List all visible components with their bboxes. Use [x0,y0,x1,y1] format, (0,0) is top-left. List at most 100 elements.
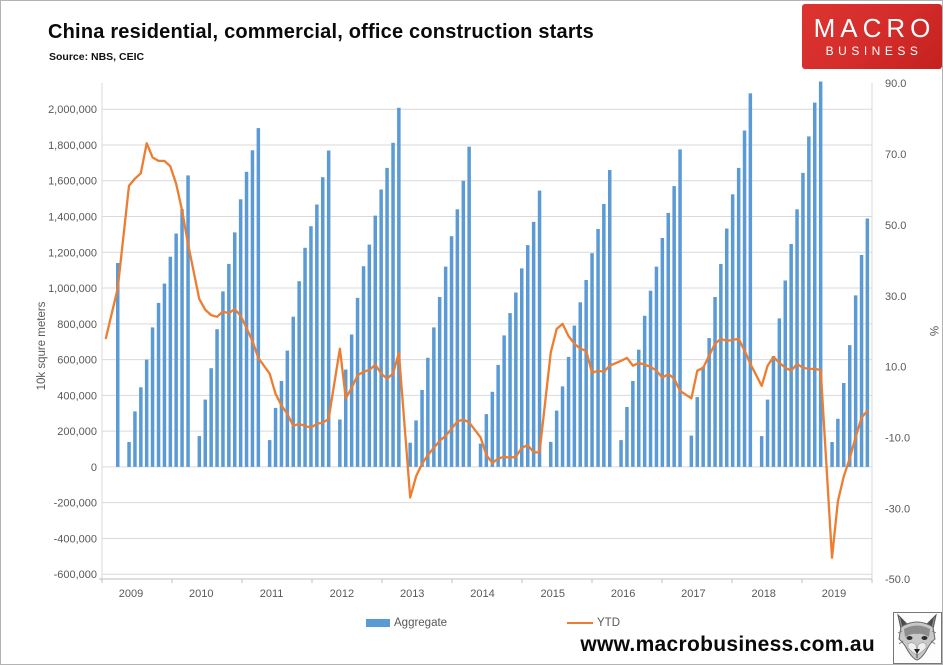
aggregate-bar [144,359,149,467]
aggregate-bar [560,386,565,467]
aggregate-bar [244,171,249,467]
right-axis-labels: 90.0 70.0 50.0 30.0 10.0 -10.0 -30.0 -50.0 [885,78,910,586]
year-label: 2009 [119,588,143,600]
aggregate-bar [180,209,184,467]
aggregate-bar [355,297,360,467]
x-axis [99,578,873,583]
aggregate-bar [133,411,137,467]
aggregate-bar [719,263,723,467]
aggregate-bar [443,266,448,467]
wolf-sketch-icon [897,613,937,661]
left-axis-tick-label: 1,400,000 [48,212,97,224]
logo-text-business: BUSINESS [825,44,923,58]
aggregate-bar [672,186,676,467]
aggregate-bar [250,150,255,467]
x-axis-labels: 2009 2010 2011 2012 2013 2014 2015 2016 2017 2018… [119,588,846,600]
aggregate-bar [695,397,699,467]
aggregate-bar [256,128,261,467]
ytd-line-series [104,142,869,559]
aggregate-bar [373,215,377,467]
aggregate-bar [321,177,325,467]
year-label: 2016 [611,588,635,600]
aggregate-bar [725,228,729,467]
aggregate-bar [759,436,764,467]
aggregate-bar [156,302,161,467]
aggregate-bar [625,407,629,467]
aggregate-bar [508,313,512,467]
right-axis-tick-label: -30.0 [885,503,910,515]
aggregate-bar [736,167,741,467]
left-axis-tick-label: 1,800,000 [48,140,97,152]
aggregate-bar [391,142,395,467]
year-label: 2010 [189,588,213,600]
aggregate-bar [783,280,787,467]
aggregate-bar [426,357,430,467]
aggregate-bar [795,209,799,467]
year-label: 2012 [330,588,354,600]
aggregate-bar [608,170,612,467]
left-axis-title: 10k squre meters [36,301,48,390]
right-axis-tick-label: 50.0 [885,220,906,232]
aggregate-swatch-icon [366,619,390,627]
aggregate-bar [420,390,424,467]
aggregate-bar [537,190,542,467]
aggregate-bar [689,435,694,467]
ytd-legend-label: YTD [597,617,620,629]
left-axis-tick-label: 200,000 [57,426,97,438]
aggregate-bar [701,366,705,467]
aggregate-bar [859,255,864,467]
aggregate-bar [344,369,348,467]
aggregate-bar [842,383,846,467]
aggregate-bar [267,440,272,467]
left-axis-tick-label: 1,000,000 [48,283,97,295]
aggregate-bar [197,436,202,467]
aggregate-bar [116,263,120,467]
aggregate-bar [437,297,442,467]
left-axis-tick-label: -400,000 [54,533,97,545]
aggregate-bar [566,356,571,467]
aggregate-bar [414,420,418,467]
aggregate-bar [168,256,173,467]
aggregate-bar [467,146,471,467]
aggregate-bar [379,189,383,467]
year-label: 2011 [260,588,284,600]
aggregate-bar [174,233,178,467]
right-axis-tick-label: -50.0 [885,574,910,586]
aggregate-bar [478,443,483,467]
year-label: 2019 [822,588,846,600]
aggregate-bar [432,327,436,467]
aggregate-bar [678,149,682,467]
aggregate-bar [742,130,747,467]
left-axis-tick-label: 0 [91,462,97,474]
source-note: Source: NBS, CEIC [49,51,145,63]
year-label: 2014 [470,588,494,600]
aggregate-bar [514,292,518,467]
aggregate-bar [227,263,231,467]
aggregate-bar [127,442,131,467]
aggregate-bar [408,442,412,467]
aggregate-bar [367,244,372,467]
aggregate-bar [590,253,594,467]
website-url: www.macrobusiness.com.au [580,633,875,656]
left-axis-tick-label: 600,000 [57,355,97,367]
aggregate-bar [830,442,834,467]
aggregate-bar [162,283,167,467]
aggregate-bar [326,150,331,467]
aggregate-bar [578,302,582,467]
aggregate-bar [279,381,284,467]
left-axis-tick-label: 1,600,000 [48,176,97,188]
aggregate-bar [660,238,665,467]
aggregate-bar [203,399,207,467]
aggregate-bar [584,280,588,467]
aggregate-bar [221,291,225,467]
aggregate-bar [303,247,307,467]
aggregate-bar [186,175,190,467]
aggregate-bars-series [116,81,870,467]
aggregate-bar [496,364,500,467]
ytd-swatch-icon [567,621,593,625]
year-label: 2013 [400,588,424,600]
left-axis-tick-label: 1,200,000 [48,247,97,259]
aggregate-bar [765,399,770,467]
aggregate-bar [801,172,805,467]
